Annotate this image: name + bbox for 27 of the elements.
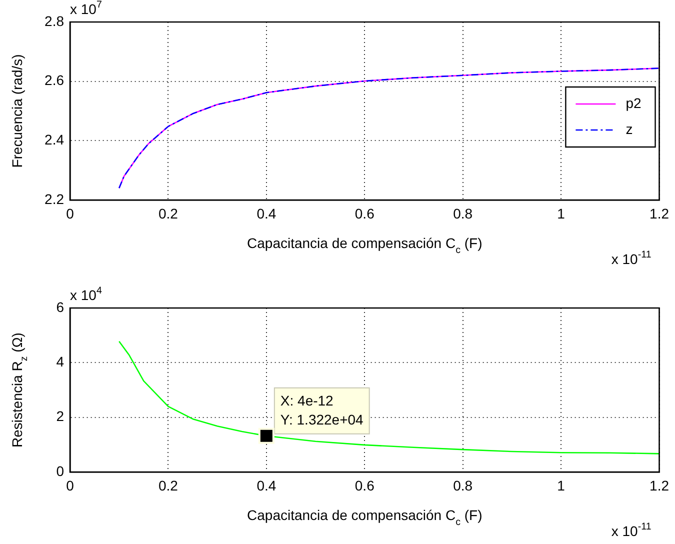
y-tick-label: 4 <box>56 354 64 370</box>
x-tick-label: 0.4 <box>256 477 276 494</box>
y-axis-title: Frecuencia (rad/s) <box>9 54 25 168</box>
y-tick-label: 2.6 <box>44 72 64 88</box>
y-tick-label: 6 <box>56 298 64 315</box>
legend-label: z <box>626 120 633 137</box>
y-tick-label: 2.8 <box>44 12 64 29</box>
x-tick-label: 0.6 <box>354 477 375 494</box>
x-tick-label: 0 <box>66 477 74 494</box>
legend-label: p2 <box>626 94 642 111</box>
x-tick-label: 1 <box>557 477 566 494</box>
x-tick-label: 0.8 <box>453 477 473 494</box>
x-tick-label: 1.2 <box>650 477 670 494</box>
x-tick-label: 0.2 <box>158 205 178 222</box>
x-tick-label: 1 <box>557 205 566 222</box>
x-tick-label: 0.6 <box>354 205 375 222</box>
y-axis-title: Resistencia Rz (Ω) <box>9 332 30 448</box>
x-tick-label: 1.2 <box>650 205 670 222</box>
x-tick-label: 0 <box>66 205 74 222</box>
y-tick-label: 2.4 <box>44 132 64 148</box>
x-tick-label: 0.2 <box>158 477 178 494</box>
x-tick-label: 0.4 <box>256 205 276 222</box>
y-tick-label: 2 <box>56 408 64 424</box>
annotation: X: 4e-12 Y: 1.322e+04 <box>280 392 364 428</box>
x-tick-label: 0.8 <box>453 205 473 222</box>
y-tick-label: 0 <box>56 462 64 479</box>
y-tick-label: 2.2 <box>44 190 64 207</box>
